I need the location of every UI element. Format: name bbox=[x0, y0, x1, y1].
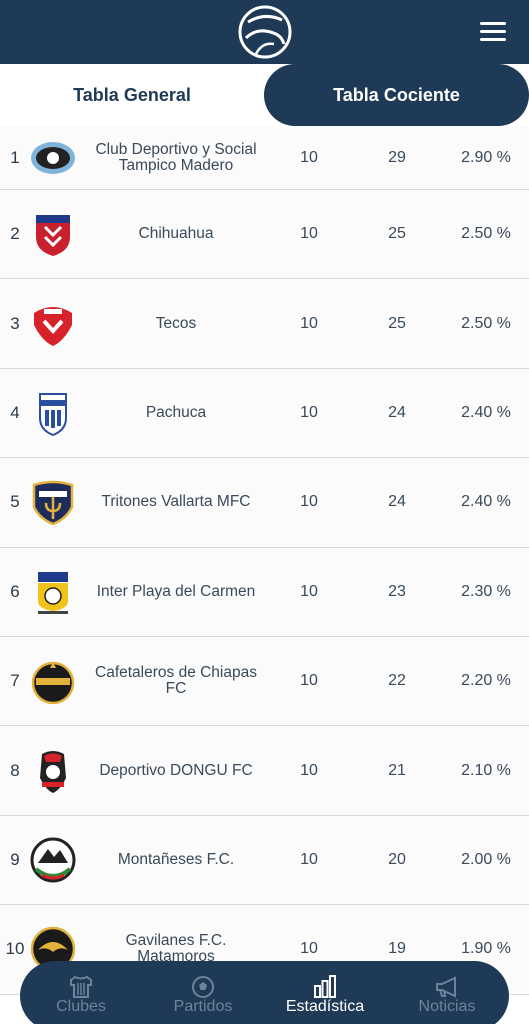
hamburger-menu-icon[interactable] bbox=[480, 22, 506, 42]
position-cell: 8 bbox=[10, 760, 20, 780]
tritones-crest-icon bbox=[32, 481, 74, 526]
games-played: 10 bbox=[300, 493, 318, 511]
table-row[interactable]: 1 Club Deportivo y Social Tampico Madero… bbox=[0, 126, 529, 190]
quotient: 2.30 % bbox=[461, 582, 511, 600]
team-name: Cafetaleros de Chiapas FC bbox=[95, 664, 257, 698]
table-tabs: Tabla General Tabla Cociente bbox=[0, 64, 529, 126]
games-played: 10 bbox=[300, 940, 318, 958]
position-cell: 2 bbox=[10, 224, 20, 244]
games-played: 10 bbox=[300, 314, 318, 332]
nav-noticias[interactable]: Noticias bbox=[392, 961, 502, 1024]
position-cell: 7 bbox=[10, 671, 20, 691]
points: 21 bbox=[388, 761, 406, 779]
inter-playa-crest-icon bbox=[38, 571, 68, 614]
chihuahua-crest-icon bbox=[36, 215, 70, 257]
games-played: 10 bbox=[300, 225, 318, 243]
table-row[interactable]: 7 Cafetaleros de Chiapas FC 10 22 2.20 % bbox=[0, 636, 529, 727]
standings-table: 1 Club Deportivo y Social Tampico Madero… bbox=[0, 126, 529, 995]
nav-label: Noticias bbox=[418, 998, 476, 1015]
megaphone-icon bbox=[436, 976, 456, 998]
team-name: Deportivo DONGU FC bbox=[99, 761, 253, 779]
top-bar bbox=[0, 0, 529, 64]
points: 24 bbox=[388, 403, 406, 421]
points: 29 bbox=[388, 148, 406, 166]
montaneses-crest-icon bbox=[30, 837, 76, 883]
quotient: 2.50 % bbox=[461, 314, 511, 332]
team-name: Chihuahua bbox=[138, 225, 214, 243]
position-cell: 10 bbox=[5, 939, 25, 959]
team-name: Gavilanes F.C. Matamoros bbox=[125, 932, 227, 966]
soccer-ball-icon bbox=[192, 976, 214, 998]
table-row[interactable]: 5 Tritones Vallarta MFC 10 24 2.40 % bbox=[0, 458, 529, 548]
team-name: Tecos bbox=[155, 314, 197, 332]
cafetaleros-crest-icon bbox=[31, 661, 75, 705]
position-cell: 9 bbox=[10, 849, 20, 869]
points: 25 bbox=[388, 314, 406, 332]
tecos-crest-icon bbox=[34, 306, 72, 346]
nav-label: Estadística bbox=[285, 998, 365, 1015]
table-row[interactable]: 3 Tecos 10 25 2.50 % bbox=[0, 279, 529, 369]
table-row[interactable]: 2 Chihuahua 10 25 2.50 % bbox=[0, 190, 529, 280]
team-name: Tritones Vallarta MFC bbox=[101, 493, 251, 511]
quotient: 1.90 % bbox=[461, 940, 511, 958]
position-cell: 6 bbox=[10, 581, 20, 601]
points: 24 bbox=[388, 493, 406, 511]
dongu-crest-icon bbox=[40, 750, 66, 793]
points: 23 bbox=[388, 582, 406, 600]
tab-tabla-cociente[interactable]: Tabla Cociente bbox=[264, 64, 529, 126]
games-played: 10 bbox=[300, 403, 318, 421]
team-name: Montañeses F.C. bbox=[117, 850, 235, 868]
nav-partidos[interactable]: Partidos bbox=[148, 961, 258, 1024]
position-cell: 5 bbox=[10, 492, 20, 512]
points: 22 bbox=[388, 672, 406, 690]
table-row[interactable]: 8 Deportivo DONGU FC 10 21 2.10 % bbox=[0, 726, 529, 816]
team-name: Inter Playa del Carmen bbox=[96, 582, 256, 600]
tab-tabla-general[interactable]: Tabla General bbox=[73, 84, 191, 105]
games-played: 10 bbox=[300, 761, 318, 779]
bottom-navigation: Clubes Partidos Estadística Noticias bbox=[20, 961, 509, 1024]
quotient: 2.90 % bbox=[461, 148, 511, 166]
quotient: 2.40 % bbox=[461, 403, 511, 421]
table-row[interactable]: 9 Montañeses F.C. 10 20 2.00 % bbox=[0, 815, 529, 906]
games-played: 10 bbox=[300, 850, 318, 868]
quotient: 2.50 % bbox=[461, 225, 511, 243]
bar-chart-icon bbox=[314, 975, 336, 998]
table-row[interactable]: 4 Pachuca 10 24 2.40 % bbox=[0, 368, 529, 459]
nav-estadistica[interactable]: Estadística bbox=[270, 961, 380, 1024]
team-name: Club Deportivo y Social Tampico Madero bbox=[95, 140, 257, 174]
nav-label: Partidos bbox=[173, 998, 233, 1015]
team-name: Pachuca bbox=[145, 403, 207, 421]
games-played: 10 bbox=[300, 582, 318, 600]
position-cell: 3 bbox=[10, 313, 20, 333]
ball-logo-icon bbox=[238, 5, 292, 59]
nav-label: Clubes bbox=[56, 998, 106, 1015]
points: 25 bbox=[388, 225, 406, 243]
position-cell: 1 bbox=[10, 147, 20, 167]
games-played: 10 bbox=[300, 148, 318, 166]
position-cell: 4 bbox=[10, 402, 20, 422]
points: 20 bbox=[388, 850, 406, 868]
quotient: 2.00 % bbox=[461, 850, 511, 868]
gavilanes-crest-icon bbox=[30, 927, 76, 972]
nav-clubes[interactable]: Clubes bbox=[26, 961, 136, 1024]
table-row[interactable]: 6 Inter Playa del Carmen 10 23 2.30 % bbox=[0, 547, 529, 637]
jersey-icon bbox=[70, 975, 92, 998]
tampico-madero-crest-icon bbox=[31, 141, 75, 174]
quotient: 2.10 % bbox=[461, 761, 511, 779]
points: 19 bbox=[388, 940, 406, 958]
quotient: 2.20 % bbox=[461, 672, 511, 690]
quotient: 2.40 % bbox=[461, 493, 511, 511]
pachuca-crest-icon bbox=[39, 392, 67, 436]
games-played: 10 bbox=[300, 672, 318, 690]
